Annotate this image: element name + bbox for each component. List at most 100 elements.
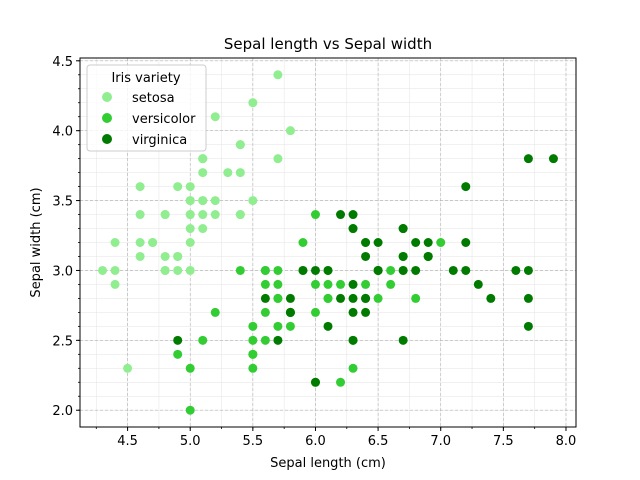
data-point-setosa [235,210,245,220]
data-point-setosa [98,265,108,275]
data-point-virginica [461,238,471,247]
data-point-setosa [148,238,158,247]
data-point-virginica [523,293,533,303]
data-point-versicolor [310,279,320,289]
axis-ticks: 4.5 5.0 5.5 6.0 6.5 7.0 7.5 8.0 2.0 2.5 3.0 3.5 4.0 4… [52,55,576,449]
data-point-virginica [373,265,383,275]
x-tick-label: 7.0 [430,434,451,449]
x-tick-label: 8.0 [556,434,577,449]
data-point-setosa [198,224,208,234]
data-point-setosa [273,154,283,164]
legend-label-setosa: setosa [132,91,175,106]
data-point-virginica [423,251,433,261]
data-point-versicolor [386,265,396,275]
y-tick-label: 3.5 [52,195,73,210]
data-point-virginica [423,238,433,247]
data-point-virginica [373,238,383,247]
data-point-setosa [173,265,183,275]
data-point-setosa [135,238,145,247]
data-point-virginica [486,293,496,303]
data-point-setosa [185,238,195,247]
data-point-virginica [523,265,533,275]
data-point-virginica [348,307,358,317]
legend-box [86,64,207,152]
y-axis-label: Sepal width (cm) [29,187,44,297]
data-point-setosa [235,168,245,178]
y-tick-label: 2.0 [52,404,73,419]
data-point-virginica [473,279,483,289]
data-point-setosa [185,224,195,234]
data-point-versicolor [198,335,208,345]
data-point-setosa [248,196,258,206]
x-axis-label: Sepal length (cm) [270,456,386,471]
data-point-virginica [398,265,408,275]
data-point-virginica [398,251,408,261]
data-point-versicolor [336,377,346,387]
data-point-versicolor [260,307,270,317]
data-point-virginica [336,210,346,220]
data-point-virginica [273,335,283,345]
data-point-setosa [285,126,295,136]
data-point-versicolor [273,265,283,275]
data-point-versicolor [298,238,308,247]
data-point-virginica [310,377,320,387]
legend: Iris variety setosa versicolor virginica [86,64,207,152]
x-tick-label: 4.5 [117,434,138,449]
legend-label-versicolor: versicolor [132,112,196,127]
legend-marker-versicolor [102,113,112,123]
data-point-virginica [310,265,320,275]
data-point-virginica [260,293,270,303]
data-point-versicolor [348,363,358,373]
data-point-versicolor [273,279,283,289]
data-point-versicolor [235,265,245,275]
data-point-versicolor [323,279,333,289]
data-point-setosa [248,98,258,108]
data-point-setosa [135,210,145,220]
data-point-setosa [185,210,195,220]
data-point-setosa [110,265,120,275]
data-point-versicolor [248,335,258,345]
data-point-setosa [135,251,145,261]
data-points [98,70,558,415]
data-point-virginica [336,293,346,303]
x-tick-label: 7.5 [493,434,514,449]
data-point-setosa [198,210,208,220]
data-point-virginica [348,335,358,345]
data-point-versicolor [436,238,446,247]
y-tick-label: 3.0 [52,264,73,279]
data-point-setosa [210,112,220,122]
data-point-virginica [323,321,333,331]
data-point-setosa [185,196,195,206]
chart-title: Sepal length vs Sepal width [224,35,432,53]
legend-entries: setosa versicolor virginica [102,91,196,148]
data-point-virginica [361,251,371,261]
data-point-virginica [411,265,421,275]
data-point-virginica [461,182,471,192]
x-tick-label: 5.0 [180,434,201,449]
data-point-virginica [348,293,358,303]
legend-marker-virginica [102,134,112,144]
data-point-virginica [448,265,458,275]
legend-label-virginica: virginica [132,133,187,148]
data-point-setosa [160,210,170,220]
data-point-setosa [110,238,120,247]
data-point-versicolor [285,321,295,331]
data-point-setosa [185,265,195,275]
data-point-versicolor [310,210,320,220]
y-tick-label: 4.5 [52,55,73,70]
data-point-setosa [210,210,220,220]
data-point-versicolor [310,307,320,317]
data-point-virginica [361,293,371,303]
data-point-virginica [173,335,183,345]
data-point-setosa [273,70,283,80]
data-point-setosa [223,168,233,178]
legend-title: Iris variety [111,71,180,86]
data-point-versicolor [411,293,421,303]
x-tick-label: 6.0 [305,434,326,449]
data-point-setosa [173,182,183,192]
data-point-setosa [185,182,195,192]
data-point-versicolor [248,363,258,373]
data-point-virginica [411,238,421,247]
data-point-versicolor [260,265,270,275]
